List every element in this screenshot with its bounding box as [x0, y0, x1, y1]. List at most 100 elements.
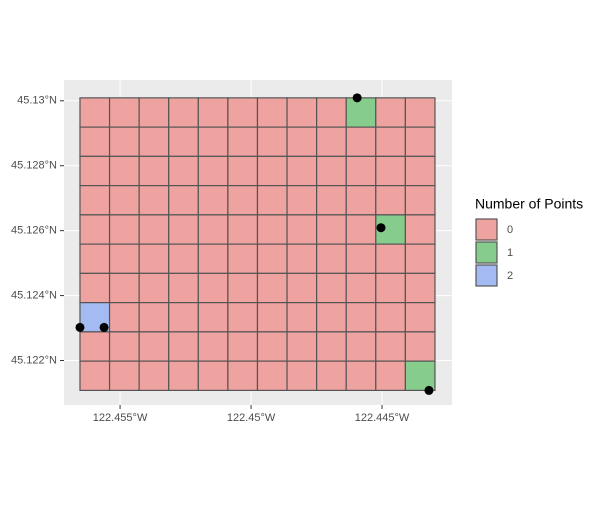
cell [108, 243, 140, 274]
y-tick-label: 45.126°N [11, 225, 57, 237]
cell [404, 97, 436, 128]
cell [197, 243, 229, 274]
cell [79, 272, 111, 304]
cell [345, 155, 377, 187]
cell [168, 155, 199, 187]
cell [345, 214, 377, 245]
cell [345, 360, 377, 391]
cell [375, 272, 406, 304]
cell [286, 97, 318, 128]
legend-key [475, 218, 498, 241]
cell [404, 185, 436, 216]
y-tick-label: 45.122°N [11, 354, 57, 366]
cell [316, 272, 347, 304]
cell [168, 272, 199, 304]
cell [227, 214, 259, 245]
cell [316, 126, 347, 157]
cell [316, 331, 347, 362]
cell [316, 97, 347, 128]
cell [404, 243, 436, 274]
cell [286, 360, 318, 391]
cell [256, 214, 288, 245]
cell [256, 331, 288, 362]
cell [404, 272, 436, 304]
cell [286, 243, 318, 274]
cell [286, 155, 318, 187]
cell [168, 126, 199, 157]
x-tick-label: 122.45°W [227, 412, 276, 424]
cell [168, 97, 199, 128]
cell [256, 126, 288, 157]
cell [256, 243, 288, 274]
cell [197, 331, 229, 362]
cell [79, 331, 111, 362]
cell [256, 360, 288, 391]
cell [138, 126, 170, 157]
cell [79, 126, 111, 157]
cell [316, 302, 347, 333]
cell [138, 243, 170, 274]
legend-title: Number of Points [475, 196, 583, 212]
cell [227, 360, 259, 391]
cell [108, 272, 140, 304]
cell [108, 155, 140, 187]
cell [345, 97, 377, 128]
cell [375, 126, 406, 157]
cell [375, 331, 406, 362]
cell [345, 302, 377, 333]
cell [108, 126, 140, 157]
cell [197, 126, 229, 157]
cell [168, 214, 199, 245]
cell [375, 155, 406, 187]
cell [375, 302, 406, 333]
cell [227, 272, 259, 304]
cell [79, 155, 111, 187]
cell [286, 126, 318, 157]
cell [138, 302, 170, 333]
cell [108, 360, 140, 391]
cell [227, 243, 259, 274]
x-tick-label: 122.445°W [355, 412, 410, 424]
cell [256, 155, 288, 187]
cell [375, 97, 406, 128]
cell [79, 360, 111, 391]
point [99, 322, 109, 332]
cell [197, 185, 229, 216]
cell [197, 272, 229, 304]
cell [404, 155, 436, 187]
cell [108, 302, 140, 333]
cell [108, 185, 140, 216]
cell [316, 155, 347, 187]
cell [256, 185, 288, 216]
cell [108, 214, 140, 245]
cell [227, 155, 259, 187]
cell [316, 214, 347, 245]
legend-key [475, 241, 498, 264]
cell [168, 185, 199, 216]
cell [256, 272, 288, 304]
cell [227, 97, 259, 128]
cell [79, 214, 111, 245]
cell [375, 185, 406, 216]
cell [108, 331, 140, 362]
cell [345, 185, 377, 216]
cell [375, 360, 406, 391]
cell [345, 272, 377, 304]
cell [79, 97, 111, 128]
cell [375, 243, 406, 274]
cell [286, 331, 318, 362]
y-tick-label: 45.128°N [11, 160, 57, 172]
cell [256, 97, 288, 128]
cell [286, 302, 318, 333]
cell [316, 185, 347, 216]
cell [404, 331, 436, 362]
cell [197, 214, 229, 245]
cell [197, 360, 229, 391]
y-tick-label: 45.13°N [17, 95, 57, 107]
cell [108, 97, 140, 128]
point [352, 93, 362, 103]
point [75, 322, 85, 332]
cell [79, 243, 111, 274]
cell [138, 272, 170, 304]
